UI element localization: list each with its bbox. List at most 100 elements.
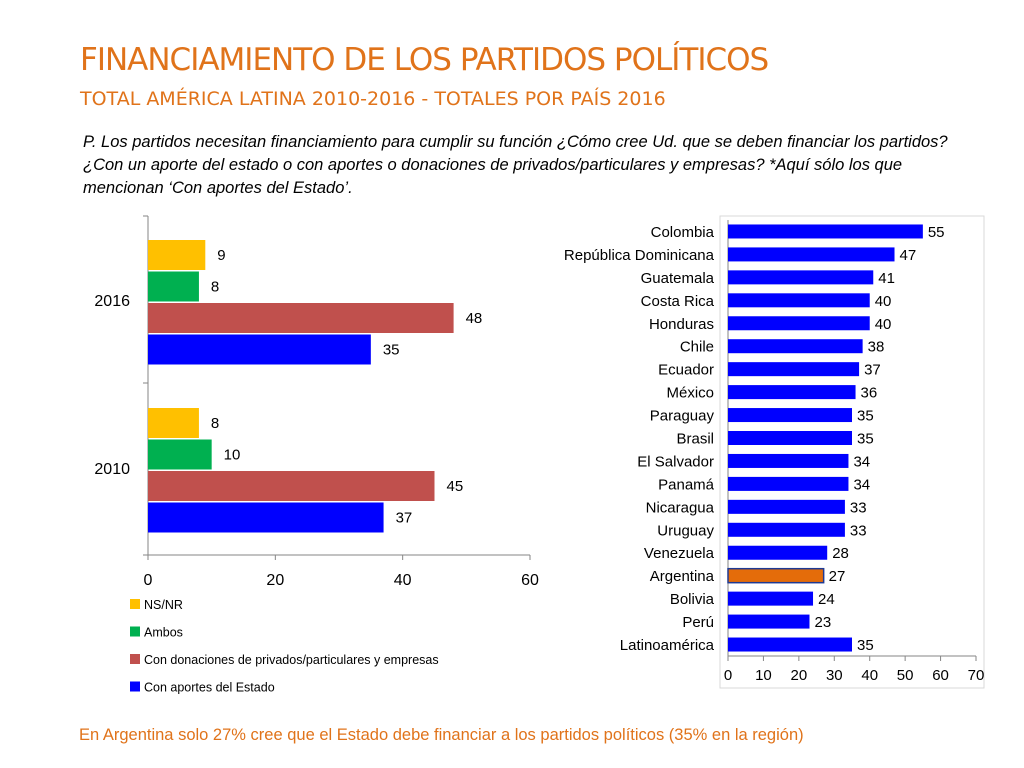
data-label: 45 — [447, 478, 464, 495]
bar-2010-2 — [148, 471, 435, 501]
x-tick-label: 0 — [144, 572, 153, 589]
country-label: Argentina — [650, 568, 715, 585]
country-label: República Dominicana — [564, 247, 715, 264]
country-label: Bolivia — [670, 591, 715, 608]
bar-Chile — [728, 339, 863, 354]
data-label: 35 — [857, 408, 874, 425]
data-label: 33 — [850, 522, 867, 539]
country-label: Chile — [680, 339, 714, 356]
x-tick-label: 60 — [521, 572, 539, 589]
bar-Ecuador — [728, 362, 860, 377]
x-tick-label: 20 — [266, 572, 284, 589]
country-label: Brasil — [676, 431, 714, 448]
country-label: Guatemala — [641, 270, 715, 287]
data-label: 27 — [829, 568, 846, 585]
data-label: 8 — [211, 415, 219, 432]
bar-2010-3 — [148, 502, 384, 533]
x-tick-label: 10 — [755, 667, 772, 684]
data-label: 40 — [875, 293, 892, 310]
x-tick-label: 50 — [897, 667, 914, 684]
data-label: 41 — [878, 270, 895, 287]
country-label: Colombia — [651, 224, 715, 241]
country-label: Nicaragua — [646, 499, 715, 516]
data-label: 33 — [850, 499, 867, 516]
data-label: 34 — [853, 476, 870, 493]
legend-swatch-3 — [130, 681, 140, 692]
data-label: 34 — [853, 453, 870, 470]
data-label: 10 — [224, 447, 241, 464]
category-label-2016: 2016 — [94, 293, 130, 310]
country-label: Uruguay — [657, 522, 714, 539]
legend-label-2: Con donaciones de privados/particulares … — [144, 653, 439, 667]
bar-Panamá — [728, 476, 849, 491]
data-label: 47 — [900, 247, 917, 264]
x-tick-label: 0 — [724, 667, 732, 684]
bar-México — [728, 385, 856, 400]
data-label: 23 — [814, 614, 831, 631]
x-tick-label: 40 — [394, 572, 412, 589]
legend-swatch-1 — [130, 626, 140, 637]
bar-Paraguay — [728, 408, 852, 423]
country-label: El Salvador — [637, 453, 714, 470]
data-label: 55 — [928, 224, 945, 241]
bar-El Salvador — [728, 453, 849, 468]
bar-2016-0 — [148, 240, 206, 270]
bar-Argentina — [727, 567, 825, 584]
legend-label-1: Ambos — [144, 626, 183, 640]
bar-Nicaragua — [728, 499, 845, 514]
page-subtitle: TOTAL AMÉRICA LATINA 2010-2016 - TOTALES… — [80, 88, 666, 110]
data-label: 24 — [818, 591, 835, 608]
country-label: Perú — [682, 614, 714, 631]
x-tick-label: 20 — [791, 667, 808, 684]
bar-Brasil — [728, 431, 852, 445]
legend-label-0: NS/NR — [144, 598, 183, 612]
category-label-2010: 2010 — [94, 461, 130, 478]
country-label: Paraguay — [650, 408, 715, 425]
bar-República Dominicana — [728, 247, 895, 262]
bar-Honduras — [728, 316, 870, 331]
country-label: México — [666, 385, 714, 402]
bar-2010-0 — [148, 408, 199, 438]
data-label: 35 — [383, 342, 400, 359]
data-label: 48 — [466, 310, 483, 327]
legend-swatch-0 — [130, 599, 140, 609]
x-tick-label: 40 — [861, 667, 878, 684]
data-label: 9 — [217, 247, 225, 264]
page-title: FINANCIAMIENTO DE LOS PARTIDOS POLÍTICOS — [80, 42, 769, 78]
data-label: 35 — [857, 431, 874, 448]
legend-label-3: Con aportes del Estado — [144, 681, 275, 695]
x-tick-label: 70 — [968, 667, 985, 684]
bar-Costa Rica — [728, 293, 870, 308]
bar-Uruguay — [728, 522, 845, 537]
x-tick-label: 30 — [826, 667, 843, 684]
country-label: Venezuela — [644, 545, 715, 562]
bar-Latinoamérica — [728, 637, 852, 652]
left-bar-chart: 0 20 40 60 2016 9 8 48 35 2010 8 10 45 37 NS/NR Ambos Co… — [94, 215, 539, 695]
country-label: Honduras — [649, 316, 714, 333]
data-label: 37 — [864, 362, 881, 379]
country-label: Costa Rica — [641, 293, 715, 310]
survey-question: P. Los partidos necesitan financiamiento… — [83, 133, 948, 197]
bar-Venezuela — [728, 545, 828, 560]
data-label: 38 — [868, 339, 885, 356]
bar-2016-2 — [148, 303, 454, 333]
data-label: 36 — [861, 385, 878, 402]
data-label: 8 — [211, 279, 219, 296]
country-label: Panamá — [658, 476, 715, 493]
country-label: Latinoamérica — [620, 637, 715, 654]
legend-swatch-2 — [130, 654, 140, 664]
bar-Colombia — [728, 224, 923, 239]
chart-frame — [719, 215, 985, 689]
data-label: 40 — [875, 316, 892, 333]
bar-Guatemala — [728, 270, 874, 285]
bar-2010-1 — [148, 439, 212, 470]
bar-2016-3 — [148, 334, 371, 365]
data-label: 37 — [396, 510, 413, 527]
country-label: Ecuador — [658, 362, 714, 379]
bar-2016-1 — [148, 271, 199, 302]
bar-Perú — [728, 614, 810, 629]
right-bar-chart: 0 10 20 30 40 50 60 70 Colombia 55 República Domin… — [564, 215, 985, 689]
bar-Bolivia — [728, 591, 814, 606]
x-tick-label: 60 — [932, 667, 949, 684]
data-label: 35 — [857, 637, 874, 654]
